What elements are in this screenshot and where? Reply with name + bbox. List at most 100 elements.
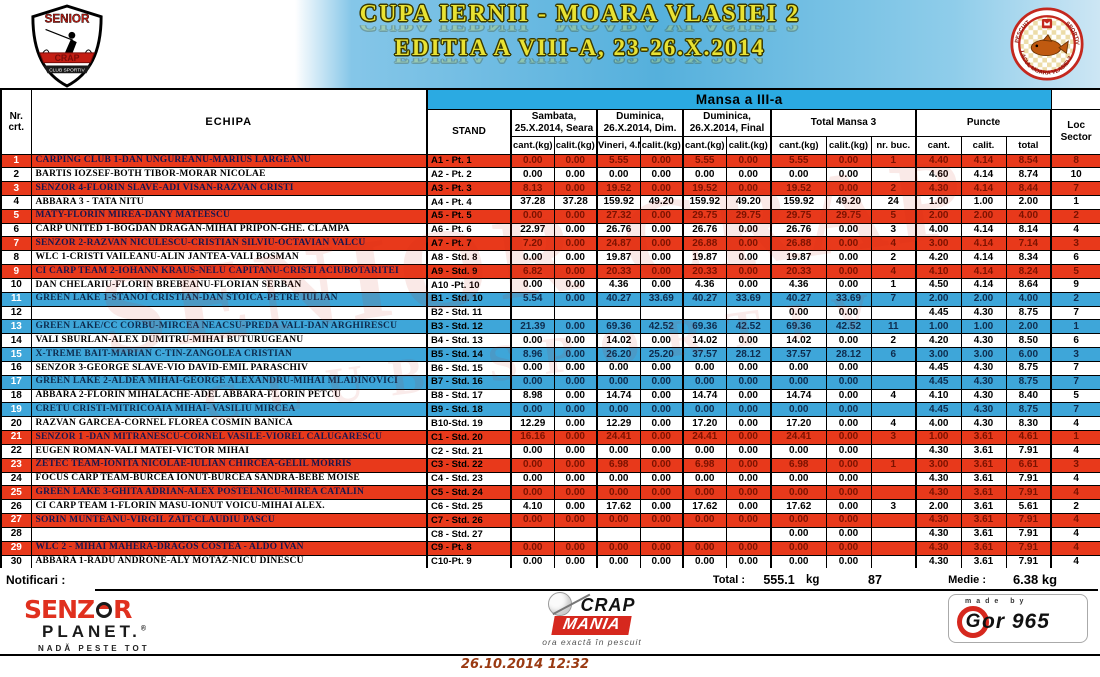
sambata-cant: 0.00 xyxy=(510,554,555,570)
total-cant: 4.36 xyxy=(770,277,827,293)
duminica-final-calit: 29.75 xyxy=(725,208,772,224)
row-number: 17 xyxy=(0,374,32,390)
row-number: 6 xyxy=(0,222,32,238)
stand-cell: A7 - Pt. 7 xyxy=(426,236,512,252)
subheader-total-calit: calit.(kg) xyxy=(825,135,872,155)
puncte-total: 8.40 xyxy=(1005,388,1052,404)
nr-buc xyxy=(870,526,917,542)
team-name: BARTIS IOZSEF-BOTH TIBOR-MORAR NICOLAE xyxy=(30,167,428,183)
team-name: SENZOR 1 -DAN MITRANESCU-CORNEL VASILE-V… xyxy=(30,430,428,445)
puncte-total: 8.44 xyxy=(1005,181,1052,196)
nr-buc xyxy=(870,443,917,459)
puncte-cant: 2.00 xyxy=(915,208,962,224)
duminica-dim-cant: 12.29 xyxy=(596,416,641,432)
table-row: 2 BARTIS IOZSEF-BOTH TIBOR-MORAR NICOLAE A… xyxy=(0,167,1100,183)
sambata-cant: 6.82 xyxy=(510,264,555,279)
duminica-dim-calit: 0.00 xyxy=(639,153,684,169)
puncte-calit: 3.61 xyxy=(960,513,1007,528)
total-calit: 0.00 xyxy=(825,222,872,238)
duminica-final-cant: 159.92 xyxy=(682,194,727,210)
puncte-cant: 4.20 xyxy=(915,250,962,266)
notificari-underline xyxy=(95,589,1098,591)
duminica-dim-calit: 0.00 xyxy=(639,554,684,570)
total-calit: 0.00 xyxy=(825,374,872,390)
notificari-label: Notificari : xyxy=(6,573,66,587)
puncte-calit: 4.30 xyxy=(960,388,1007,404)
puncte-cant: 4.30 xyxy=(915,471,962,487)
duminica-dim-cant: 0.00 xyxy=(596,360,641,376)
row-number: 3 xyxy=(0,181,32,196)
team-name: X-TREME BAIT-MARIAN C-TIN-ZANGOLEA CRIST… xyxy=(30,347,428,362)
loc-sector-cell: 1 xyxy=(1050,194,1100,210)
puncte-total: 5.61 xyxy=(1005,499,1052,515)
team-name: SENZOR 3-GEORGE SLAVE-VIO DAVID-EMIL PAR… xyxy=(30,360,428,376)
puncte-calit: 3.61 xyxy=(960,485,1007,501)
duminica-final-cant: 0.00 xyxy=(682,360,727,376)
table-row: 26 CI CARP TEAM 1-FLORIN MASU-IONUT VOICU… xyxy=(0,499,1100,515)
duminica-final-calit: 0.00 xyxy=(725,360,772,376)
sambata-cant: 37.28 xyxy=(510,194,555,210)
nr-buc xyxy=(870,374,917,390)
stand-cell: C6 - Std. 25 xyxy=(426,499,512,515)
total-cant: 69.36 xyxy=(770,319,827,335)
total-calit: 0.00 xyxy=(825,485,872,501)
table-row: 30 ABBARA 1-RADU ANDRONE-ALY MOTAZ-NICU D… xyxy=(0,554,1100,570)
team-name: SORIN MUNTEANU-VIRGIL ZAIT-CLAUDIU PASCU xyxy=(30,513,428,528)
stand-cell: A9 - Std. 9 xyxy=(426,264,512,279)
sambata-cant: 0.00 xyxy=(510,333,555,349)
sambata-cant: 0.00 xyxy=(510,485,555,501)
row-number: 28 xyxy=(0,526,32,542)
fishing-bobber-icon xyxy=(96,601,113,618)
gor-965-logo: made by G or 965 xyxy=(948,594,1088,643)
total-calit: 0.00 xyxy=(825,402,872,418)
sambata-cant xyxy=(510,526,555,542)
nr-buc: 24 xyxy=(870,194,917,210)
table-row: 12 B2 - Std. 11 0.00 0.00 4.45 4.30 8.75 7 xyxy=(0,305,1100,321)
stand-cell: B3 - Std. 12 xyxy=(426,319,512,335)
duminica-final-cant: 0.00 xyxy=(682,402,727,418)
column-header-nr-crt: Nr. crt. xyxy=(0,88,32,155)
total-calit: 0.00 xyxy=(825,153,872,169)
puncte-cant: 4.30 xyxy=(915,526,962,542)
duminica-final-calit: 0.00 xyxy=(725,167,772,183)
duminica-final-calit: 28.12 xyxy=(725,347,772,362)
sambata-calit: 0.00 xyxy=(553,167,598,183)
total-cant: 19.87 xyxy=(770,250,827,266)
crap-mania-logo: CRAP MANIA ora exactă în pescuit xyxy=(492,592,692,647)
sambata-calit xyxy=(553,305,598,321)
team-name: ABBARA 2-FLORIN MIHALACHE-ADEL ABBARA-FL… xyxy=(30,388,428,404)
total-calit: 42.52 xyxy=(825,319,872,335)
table-row: 5 MATY-FLORIN MIREA-DANY MATEESCU A5 - Pt.… xyxy=(0,208,1100,224)
row-number: 30 xyxy=(0,554,32,570)
row-number: 7 xyxy=(0,236,32,252)
duminica-dim-calit: 0.00 xyxy=(639,360,684,376)
column-header-stand: STAND xyxy=(426,108,512,155)
sambata-calit: 0.00 xyxy=(553,499,598,515)
total-calit: 0.00 xyxy=(825,236,872,252)
total-cant: 0.00 xyxy=(770,554,827,570)
nr-buc: 4 xyxy=(870,264,917,279)
shield-club-sportiv-text: CLUB SPORTIV xyxy=(49,67,85,73)
puncte-calit: 4.30 xyxy=(960,360,1007,376)
row-number: 22 xyxy=(0,443,32,459)
duminica-final-cant: 5.55 xyxy=(682,153,727,169)
row-number: 13 xyxy=(0,319,32,335)
puncte-cant: 2.00 xyxy=(915,291,962,307)
duminica-dim-cant: 4.36 xyxy=(596,277,641,293)
table-row: 1 CARPING CLUB 1-DAN UNGUREANU-MARIUS LAR… xyxy=(0,153,1100,169)
sambata-calit: 0.00 xyxy=(553,471,598,487)
team-name: GREEN LAKE/CC CORBU-MIRCEA NEACSU-PREDA … xyxy=(30,319,428,335)
row-number: 21 xyxy=(0,430,32,445)
puncte-calit: 4.14 xyxy=(960,153,1007,169)
puncte-calit: 1.00 xyxy=(960,194,1007,210)
duminica-final-cant: 4.36 xyxy=(682,277,727,293)
sambata-cant: 0.00 xyxy=(510,153,555,169)
duminica-dim-calit: 0.00 xyxy=(639,264,684,279)
duminica-final-cant: 26.76 xyxy=(682,222,727,238)
row-number: 11 xyxy=(0,291,32,307)
sambata-calit: 0.00 xyxy=(553,416,598,432)
team-name: VALI SBURLAN-ALEX DUMITRU-MIHAI BUTURUGE… xyxy=(30,333,428,349)
total-calit: 0.00 xyxy=(825,526,872,542)
duminica-dim-calit: 0.00 xyxy=(639,402,684,418)
stand-cell: B9 - Std. 18 xyxy=(426,402,512,418)
